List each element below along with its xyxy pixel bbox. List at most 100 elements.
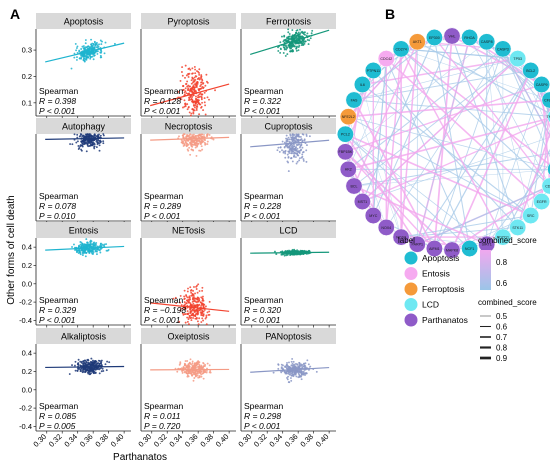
facet-title: Cuproptosis <box>264 122 313 132</box>
scatter-point <box>299 39 301 42</box>
scatter-point <box>286 370 289 373</box>
stat-r: R = 0.329 <box>39 305 76 315</box>
scatter-point <box>286 361 288 364</box>
scatter-point <box>194 75 197 77</box>
scatter-point <box>295 149 298 151</box>
scatter-point <box>291 372 294 375</box>
scatter-point <box>298 44 301 47</box>
scatter-point <box>294 139 296 142</box>
scatter-point <box>198 298 201 301</box>
node-circle <box>494 228 512 246</box>
scatter-point <box>191 96 194 98</box>
scatter-point <box>81 369 84 372</box>
scatter-point <box>286 46 289 49</box>
node-label: FBP1BK <box>339 150 353 154</box>
network-edge <box>385 48 402 228</box>
scatter-point <box>315 370 318 373</box>
stat-r: R = 0.322 <box>244 96 281 106</box>
scatter-point <box>287 136 290 139</box>
scatter-point <box>197 134 200 137</box>
scatter-point <box>193 139 196 142</box>
stat-r: R = 0.228 <box>244 201 281 211</box>
scatter-point <box>182 85 185 88</box>
stat-method: Spearman <box>39 295 78 305</box>
scatter-point <box>190 139 193 141</box>
scatter-point <box>304 374 306 377</box>
scatter-point <box>187 372 190 375</box>
network-edge <box>516 130 550 228</box>
scatter-point <box>188 371 190 373</box>
scatter-point <box>180 98 183 101</box>
network-node-tp53: TP53 <box>509 50 527 68</box>
scatter-point <box>292 374 295 376</box>
scatter-point <box>288 43 291 45</box>
scatter-point <box>309 37 312 40</box>
network-node-myc: MYC <box>364 207 382 224</box>
scatter-point <box>209 371 212 374</box>
scatter-point <box>182 106 184 109</box>
scatter-point <box>88 141 91 144</box>
scatter-point <box>192 370 194 373</box>
network-node-vhl: VHL <box>443 27 461 45</box>
scatter-point <box>292 152 295 155</box>
scatter-point <box>175 302 178 304</box>
scatter-point <box>297 31 300 34</box>
scatter-point <box>75 49 78 52</box>
x-tick-label: 0.36 <box>283 432 300 449</box>
stat-method: Spearman <box>144 86 183 96</box>
scatter-point <box>300 378 303 381</box>
scatter-point <box>297 138 300 141</box>
scatter-point <box>93 41 96 44</box>
scatter-point <box>194 136 197 139</box>
stat-method: Spearman <box>144 191 183 201</box>
network-edge <box>348 48 402 170</box>
scatter-point <box>74 360 77 363</box>
scatter-point <box>191 374 194 377</box>
scatter-point <box>201 86 204 88</box>
network-node-atm: ATM <box>547 163 550 176</box>
scatter-point <box>275 253 278 256</box>
scatter-point <box>294 366 297 369</box>
scatter-point <box>190 316 193 319</box>
scatter-point <box>101 40 103 43</box>
scatter-point <box>80 245 83 248</box>
node-label: FAS <box>351 98 358 102</box>
scatter-point <box>297 372 300 375</box>
scatter-point <box>192 86 194 89</box>
scatter-point <box>302 158 305 161</box>
scatter-point <box>288 140 291 143</box>
node-circle <box>522 62 540 79</box>
scatter-point <box>88 370 91 373</box>
network-edge <box>433 70 532 249</box>
scatter-point <box>287 28 290 31</box>
scatter-point <box>74 42 77 45</box>
scatter-point <box>186 312 189 315</box>
facet-strip <box>241 222 336 238</box>
scatter-point <box>193 286 195 288</box>
scatter-point <box>184 367 187 370</box>
scatter-point <box>189 87 192 90</box>
scatter-point <box>102 370 105 372</box>
scatter-point <box>286 367 288 370</box>
scatter-point <box>193 106 196 109</box>
stat-p: P = 0.005 <box>39 421 76 431</box>
scatter-point <box>193 65 196 68</box>
scatter-point <box>74 249 76 251</box>
node-label: PTPN11 <box>367 69 380 73</box>
scatter-point <box>194 68 197 71</box>
stat-p: P < 0.001 <box>144 315 181 325</box>
scatter-point <box>81 254 84 257</box>
scatter-point <box>289 144 291 147</box>
scatter-point <box>76 133 79 136</box>
scatter-point <box>185 144 188 147</box>
network-edge <box>417 36 470 43</box>
scatter-point <box>191 309 194 311</box>
scatter-point <box>99 134 102 137</box>
scatter-point <box>206 311 209 314</box>
scatter-point <box>73 364 76 367</box>
scatter-point <box>92 58 95 61</box>
scatter-point <box>190 363 193 366</box>
scatter-point <box>301 139 304 142</box>
node-label: SIRT1 <box>482 243 492 247</box>
